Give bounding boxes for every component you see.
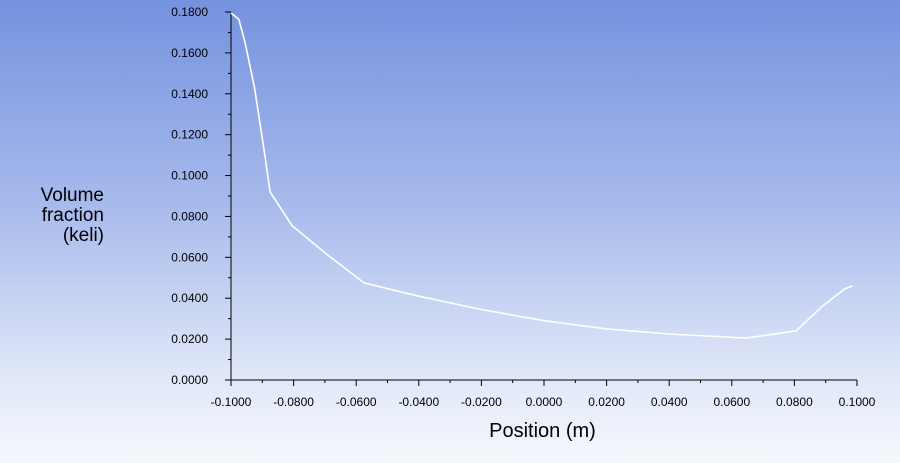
y-axis-label: Volume fraction (keli) — [20, 186, 104, 246]
y-tick-label: 0.0800 — [171, 209, 208, 223]
x-tick-label: 0.0800 — [776, 395, 813, 409]
x-tick-label: -0.0400 — [398, 395, 439, 409]
x-tick-label: 0.0200 — [588, 395, 625, 409]
x-tick-label: 0.0400 — [651, 395, 688, 409]
y-tick-label: 0.0200 — [171, 332, 208, 346]
x-tick-label: 0.0000 — [526, 395, 563, 409]
y-axis-label-line-1: Volume — [40, 185, 104, 206]
x-tick-label: 0.0600 — [713, 395, 750, 409]
y-axis-label-line-2: fraction — [41, 205, 104, 226]
y-tick-label: 0.1200 — [171, 128, 208, 142]
y-axis-label-line-3: (keli) — [62, 225, 104, 246]
x-tick-label: 0.1000 — [839, 395, 876, 409]
y-tick-label: 0.0000 — [171, 373, 208, 387]
x-tick-label: -0.1000 — [211, 395, 252, 409]
series-line — [230, 12, 853, 339]
y-tick-label: 0.0400 — [171, 291, 208, 305]
y-tick-label: 0.0600 — [171, 250, 208, 264]
y-tick-label: 0.1800 — [171, 5, 208, 19]
y-tick-label: 0.1000 — [171, 169, 208, 183]
y-tick-label: 0.1600 — [171, 46, 208, 60]
x-tick-label: -0.0200 — [461, 395, 502, 409]
x-tick-label: -0.0600 — [336, 395, 377, 409]
x-axis-label: Position (m) — [489, 420, 596, 442]
y-tick-label: 0.1400 — [171, 87, 208, 101]
x-tick-label: -0.0800 — [273, 395, 314, 409]
